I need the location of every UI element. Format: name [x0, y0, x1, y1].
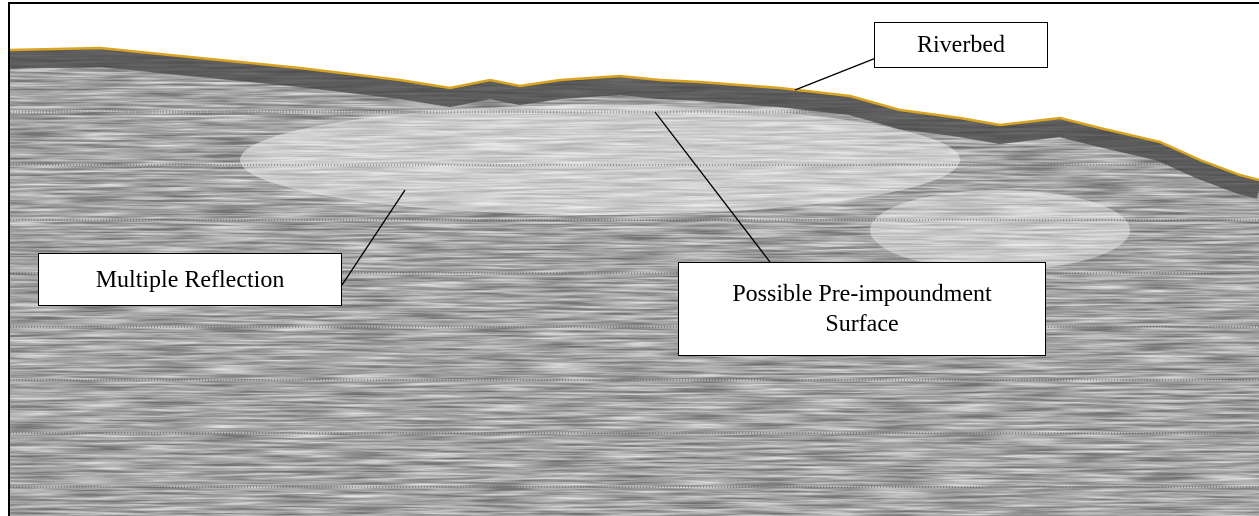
label-line: Surface — [825, 309, 898, 339]
multiple-reflection-label: Multiple Reflection — [38, 253, 342, 306]
riverbed-label: Riverbed — [874, 22, 1048, 68]
light-zone — [240, 105, 960, 215]
label-line: Possible Pre-impoundment — [732, 279, 991, 309]
pre-impoundment-label: Possible Pre-impoundment Surface — [678, 262, 1046, 356]
annotated-profile: Riverbed Multiple Reflection Possible Pr… — [0, 0, 1259, 516]
light-zone — [870, 190, 1130, 270]
